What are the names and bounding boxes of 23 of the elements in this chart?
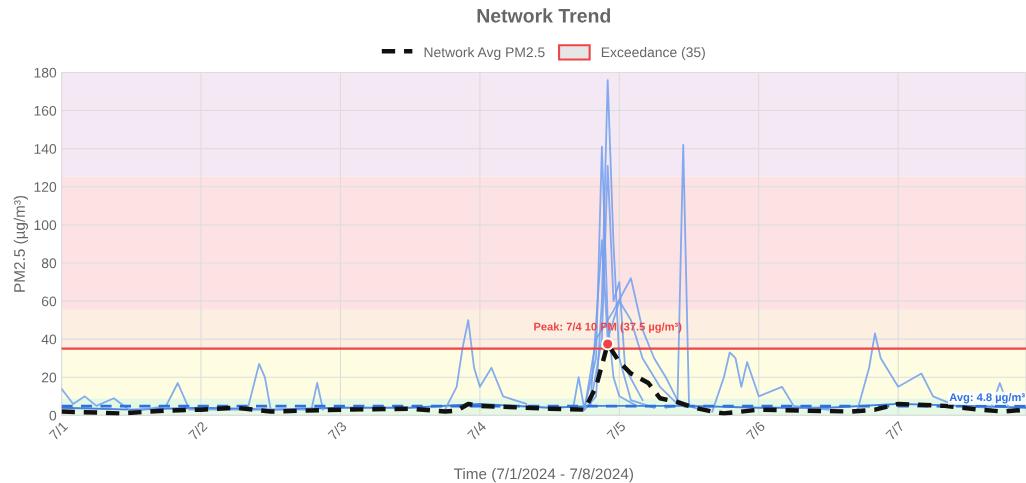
- x-tick-label: 7/5: [606, 420, 627, 441]
- x-tick-label: 7/4: [466, 420, 487, 441]
- ref-line-label: Avg: 4.8 µg/m³: [949, 392, 1025, 404]
- legend-label: Exceedance (35): [601, 47, 705, 60]
- x-axis-title: Time (7/1/2024 - 7/8/2024): [453, 468, 633, 483]
- chart-title: Network Trend: [477, 8, 611, 23]
- x-tick-label: 7/2: [187, 420, 208, 441]
- y-tick-label: 40: [41, 334, 57, 345]
- legend-label: Network Avg PM2.5: [424, 47, 545, 60]
- y-tick-label: 160: [34, 105, 57, 116]
- y-tick-label: 100: [34, 220, 57, 231]
- x-tick-label: 7/3: [327, 420, 348, 441]
- x-tick-label: 7/1: [48, 420, 69, 441]
- y-axis-title: PM2.5 (µg/m³): [13, 195, 28, 292]
- y-tick-label: 120: [34, 182, 57, 192]
- y-tick-label: 180: [34, 67, 57, 78]
- y-tick-label: 0: [49, 410, 57, 421]
- y-tick-label: 140: [34, 143, 57, 154]
- y-tick-label: 60: [41, 296, 57, 307]
- y-tick-label: 80: [41, 258, 57, 269]
- x-tick-label: 7/7: [885, 420, 905, 441]
- x-tick-label: 7/6: [745, 420, 766, 441]
- y-tick-label: 20: [41, 372, 57, 383]
